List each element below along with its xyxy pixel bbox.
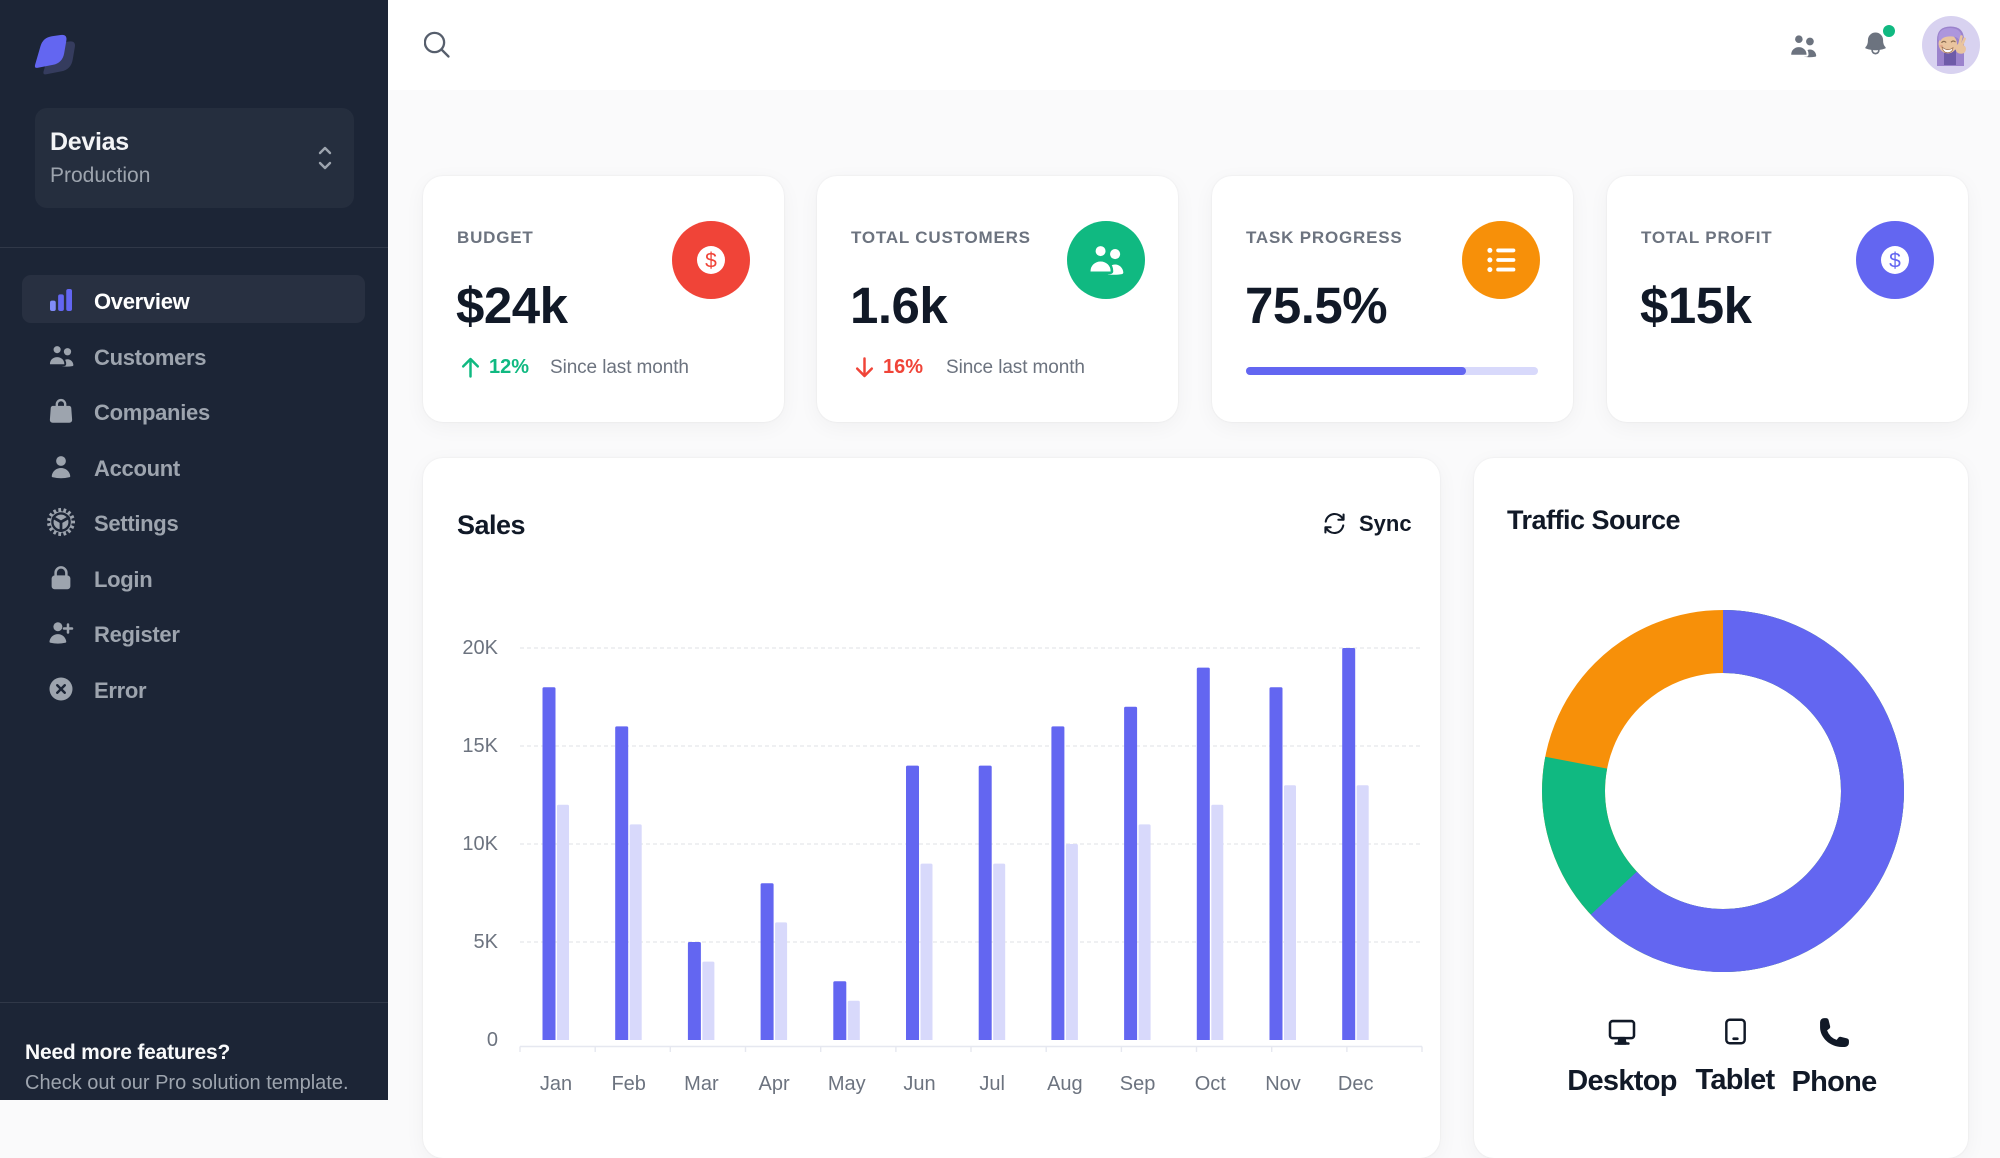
svg-text:10K: 10K	[462, 833, 498, 855]
svg-text:Jul: Jul	[979, 1073, 1005, 1095]
svg-text:Oct: Oct	[1195, 1073, 1227, 1095]
svg-text:Mar: Mar	[684, 1073, 719, 1095]
svg-text:Jan: Jan	[540, 1073, 572, 1095]
svg-text:Sep: Sep	[1120, 1073, 1156, 1095]
svg-text:Jun: Jun	[903, 1073, 935, 1095]
svg-text:$: $	[1889, 250, 1901, 273]
svg-text:$: $	[705, 250, 717, 273]
svg-text:May: May	[828, 1073, 866, 1095]
svg-text:5K: 5K	[474, 931, 499, 953]
svg-text:Apr: Apr	[759, 1073, 790, 1095]
svg-text:Dec: Dec	[1338, 1073, 1374, 1095]
svg-text:15K: 15K	[462, 735, 498, 757]
svg-text:Nov: Nov	[1265, 1073, 1301, 1095]
svg-text:0: 0	[487, 1029, 498, 1051]
svg-text:Feb: Feb	[611, 1073, 645, 1095]
svg-text:20K: 20K	[462, 637, 498, 659]
svg-text:Aug: Aug	[1047, 1073, 1083, 1095]
